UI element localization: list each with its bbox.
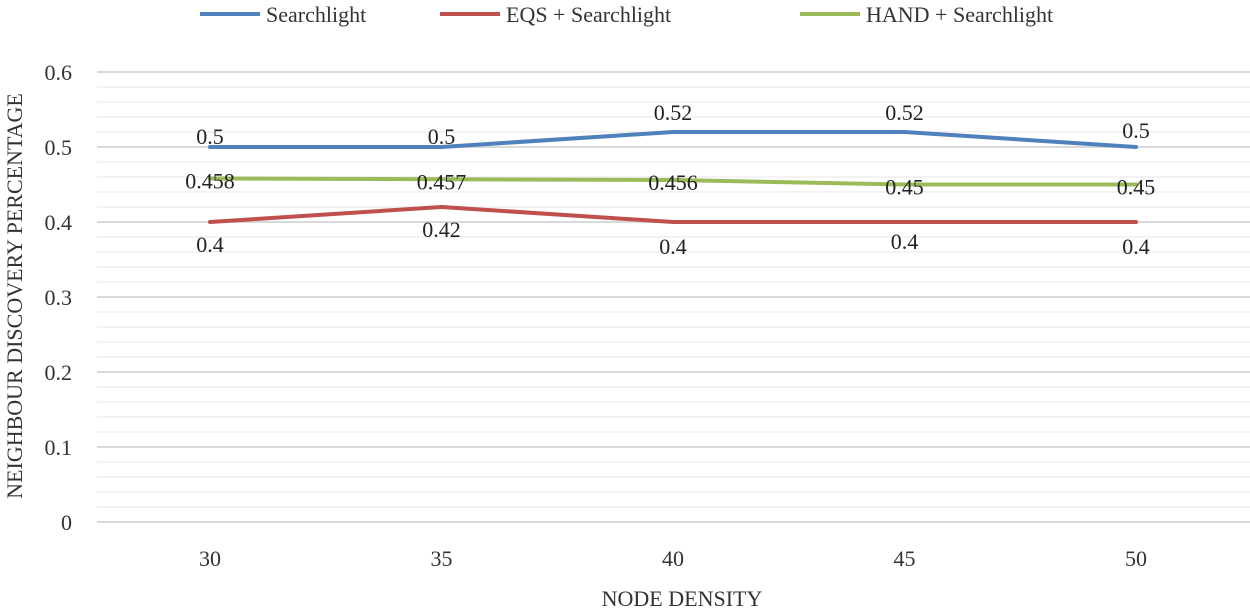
y-tick-label: 0.1 [45, 435, 73, 460]
y-tick-label: 0.2 [45, 360, 73, 385]
y-tick-label: 0.3 [45, 285, 73, 310]
data-label: 0.4 [196, 232, 224, 257]
data-label: 0.52 [885, 100, 924, 125]
data-label: 0.457 [417, 169, 467, 194]
data-label: 0.458 [185, 169, 235, 194]
y-tick-label: 0.6 [45, 60, 73, 85]
data-label: 0.5 [1122, 118, 1150, 143]
data-label: 0.4 [891, 229, 919, 254]
series-line-1 [208, 205, 1138, 224]
x-tick-label: 30 [199, 546, 221, 571]
data-label: 0.456 [648, 170, 698, 195]
x-tick-label: 35 [431, 546, 453, 571]
y-tick-label: 0.4 [45, 210, 73, 235]
y-axis-ticks: 0 0.1 0.2 0.3 0.4 0.5 0.6 [45, 60, 73, 535]
gridlines [97, 71, 1250, 523]
y-tick-label: 0.5 [45, 135, 73, 160]
legend-label: Searchlight [266, 2, 366, 27]
y-axis-title: NEIGHBOUR DISCOVERY PERCENTAGE [2, 93, 27, 499]
x-axis-ticks: 30 35 40 45 50 [199, 546, 1147, 571]
data-label: 0.5 [428, 124, 456, 149]
data-label: 0.52 [654, 100, 693, 125]
series-lines [208, 130, 1138, 224]
y-tick-label: 0 [61, 510, 72, 535]
data-labels: 0.5 0.5 0.52 0.52 0.5 0.4 0.42 0.4 0.4 0.4 0.458 0.… [185, 100, 1155, 259]
legend-label: HAND + Searchlight [866, 2, 1053, 27]
data-label: 0.4 [659, 234, 687, 259]
data-label: 0.42 [422, 217, 461, 242]
data-label: 0.4 [1122, 234, 1150, 259]
x-tick-label: 40 [662, 546, 684, 571]
legend-label: EQS + Searchlight [506, 2, 671, 27]
x-tick-label: 50 [1125, 546, 1147, 571]
series-line-0 [208, 130, 1138, 149]
data-label: 0.5 [196, 124, 224, 149]
legend: Searchlight EQS + Searchlight HAND + Searc… [200, 2, 1053, 27]
data-label: 0.45 [885, 175, 924, 200]
x-axis-title: NODE DENSITY [602, 586, 763, 611]
x-tick-label: 45 [894, 546, 916, 571]
data-label: 0.45 [1117, 175, 1156, 200]
